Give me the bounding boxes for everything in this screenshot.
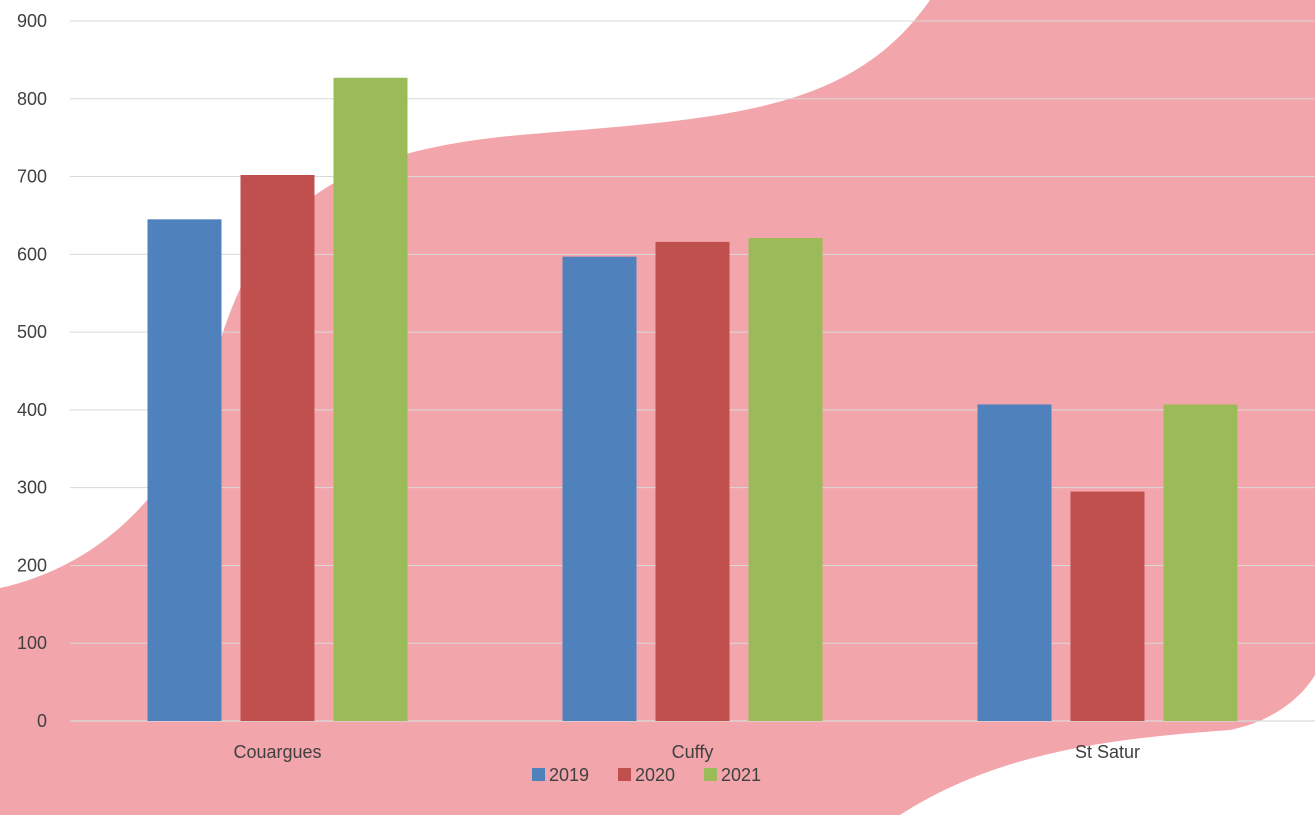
x-axis-category-labels: Couargues Cuffy St Satur [233, 742, 1140, 762]
y-axis-tick-labels: 0 100 200 300 400 500 600 700 800 900 [17, 11, 47, 731]
category-label: St Satur [1075, 742, 1140, 762]
bar-2021-st-satur [1163, 404, 1238, 721]
legend-label-2020: 2020 [635, 765, 675, 785]
bar-2019-couargues [147, 219, 222, 722]
y-tick-label: 900 [17, 11, 47, 31]
bar-2019-cuffy [562, 256, 637, 721]
y-tick-label: 500 [17, 322, 47, 342]
legend-swatch-2019 [532, 768, 545, 781]
legend-label-2021: 2021 [721, 765, 761, 785]
y-tick-label: 300 [17, 478, 47, 498]
y-tick-label: 600 [17, 244, 47, 264]
legend-label-2019: 2019 [549, 765, 589, 785]
bar-2020-st-satur [1070, 491, 1145, 721]
category-label: Couargues [233, 742, 321, 762]
y-tick-label: 200 [17, 555, 47, 575]
y-tick-label: 400 [17, 400, 47, 420]
bars [147, 77, 1238, 722]
legend-swatch-2021 [704, 768, 717, 781]
bar-2020-couargues [240, 175, 315, 721]
bar-2021-couargues [333, 77, 408, 722]
bar-2020-cuffy [655, 241, 730, 721]
y-tick-label: 0 [37, 711, 47, 731]
category-label: Cuffy [672, 742, 714, 762]
legend: 2019 2020 2021 [532, 765, 761, 785]
y-tick-label: 100 [17, 633, 47, 653]
y-tick-label: 800 [17, 89, 47, 109]
legend-swatch-2020 [618, 768, 631, 781]
bar-2021-cuffy [748, 238, 823, 721]
bar-2019-st-satur [977, 404, 1052, 721]
y-tick-label: 700 [17, 167, 47, 187]
